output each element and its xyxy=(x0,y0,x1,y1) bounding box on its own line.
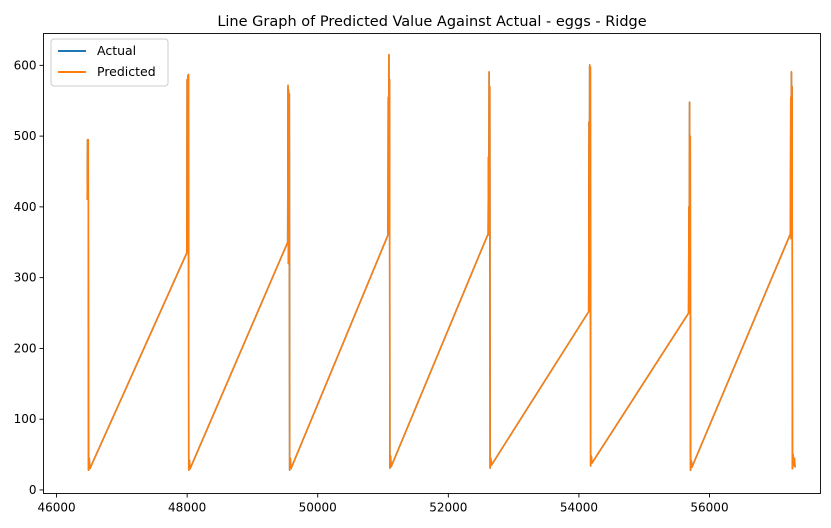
x-axis: 46000 48000 50000 52000 54000 56000 xyxy=(37,493,729,515)
chart-title: Line Graph of Predicted Value Against Ac… xyxy=(217,14,646,30)
plot-series-group xyxy=(86,53,796,471)
y-tick-label: 200 xyxy=(14,341,37,355)
y-tick-label: 400 xyxy=(14,200,37,214)
x-tick-label: 50000 xyxy=(299,501,337,515)
x-tick-label: 52000 xyxy=(429,501,467,515)
y-tick-label: 300 xyxy=(14,271,37,285)
y-axis: 0 100 200 300 400 500 600 xyxy=(14,58,44,497)
x-tick-label: 54000 xyxy=(560,501,598,515)
x-tick-label: 48000 xyxy=(168,501,206,515)
y-tick-label: 100 xyxy=(14,412,37,426)
y-tick-label: 600 xyxy=(14,58,37,72)
series-line-predicted xyxy=(86,53,796,471)
y-tick-label: 500 xyxy=(14,129,37,143)
x-tick-label: 46000 xyxy=(37,501,75,515)
y-tick-label: 0 xyxy=(29,483,37,497)
legend-label-predicted: Predicted xyxy=(97,64,156,79)
x-tick-label: 56000 xyxy=(690,501,728,515)
legend-label-actual: Actual xyxy=(97,43,136,58)
plot-frame xyxy=(43,33,821,494)
legend: Actual Predicted xyxy=(50,38,169,87)
